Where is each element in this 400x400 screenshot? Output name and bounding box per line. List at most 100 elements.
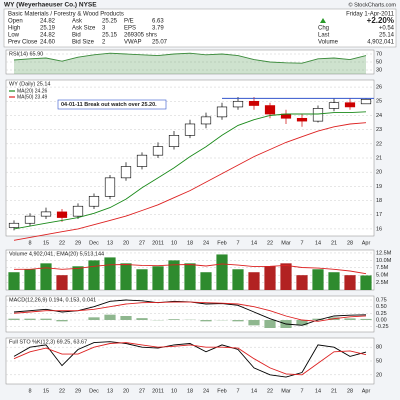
x-tick-label: 18 — [187, 388, 193, 394]
y-tick-label: 17 — [376, 212, 382, 218]
summary-label: Chg — [318, 26, 329, 32]
legend-label: MA(50) 23.49 — [17, 94, 48, 100]
y-tick-label: 0.00 — [376, 317, 387, 323]
candle-body — [296, 117, 308, 122]
x-tick-label: 29 — [75, 240, 81, 246]
x-tick-label: 14 — [315, 240, 321, 246]
candle-body — [8, 222, 20, 228]
histogram-bar — [136, 318, 148, 320]
x-tick-label: 2011 — [152, 240, 164, 246]
x-tick-label: Mar — [281, 240, 291, 246]
candle-body — [104, 177, 116, 197]
y-tick-label: 20 — [376, 170, 382, 176]
histogram-bar — [40, 318, 52, 320]
histogram-bar — [120, 316, 132, 320]
y-tick-label: -0.25 — [376, 324, 389, 330]
y-tick-label: 70 — [376, 51, 382, 57]
x-tick-label: 7 — [300, 240, 303, 246]
quote-label: 269305 shrs — [124, 33, 157, 39]
volume-bar — [312, 269, 324, 290]
y-tick-label: 22 — [376, 141, 382, 147]
y-tick-label: 19 — [376, 184, 382, 190]
quote-label: Low — [8, 33, 20, 39]
candle-body — [360, 98, 372, 105]
x-tick-label: Feb — [217, 388, 226, 394]
candle-body — [152, 146, 164, 156]
x-tick-label: 20 — [123, 240, 129, 246]
quote-label: Ask Size — [72, 26, 96, 32]
x-tick-label: 22 — [59, 388, 65, 394]
y-tick-label: 5.0M — [376, 273, 389, 279]
volume-bar — [200, 272, 212, 290]
x-tick-label: 18 — [187, 240, 193, 246]
panel-title: MACD(12,26,9) 0.194, 0.153, 0.041 — [9, 297, 96, 303]
x-tick-label: Dec — [89, 388, 99, 394]
histogram-bar — [312, 318, 324, 320]
quote-label: P/E — [124, 19, 134, 25]
histogram-bar — [264, 320, 276, 328]
x-tick-label: Mar — [281, 388, 291, 394]
quote-value: 25.25 — [102, 19, 118, 25]
quote-value: 25.19 — [40, 26, 56, 32]
x-tick-label: 7 — [300, 388, 303, 394]
volume-bar — [248, 272, 260, 290]
candle-body — [216, 106, 228, 118]
y-tick-label: 20 — [376, 372, 382, 378]
histogram-bar — [248, 320, 260, 326]
y-tick-label: 26 — [376, 85, 382, 91]
candle-body — [88, 195, 100, 207]
series-line — [13, 111, 367, 230]
panel-title: WY (Daily) 25.14 — [9, 81, 50, 87]
summary-label: Last — [318, 33, 330, 39]
x-tick-label: 15 — [43, 388, 49, 394]
candle-body — [72, 205, 84, 217]
quote-value: 25.15 — [102, 33, 118, 39]
x-tick-label: 20 — [123, 388, 129, 394]
x-tick-label: 22 — [267, 240, 273, 246]
histogram-bar — [296, 320, 308, 326]
legend-label: MA(20) 24.26 — [17, 88, 48, 94]
quote-box — [3, 8, 397, 48]
volume-bar — [104, 257, 116, 290]
quote-value: 2 — [102, 40, 106, 46]
y-tick-label: 12.5M — [376, 250, 392, 256]
y-tick-label: 80 — [376, 345, 382, 351]
candle-body — [120, 166, 132, 179]
histogram-bar — [8, 318, 20, 320]
summary-value: 25.14 — [379, 33, 395, 39]
annotation-box — [57, 99, 167, 110]
x-tick-label: Apr — [362, 240, 371, 246]
x-tick-label: 22 — [59, 240, 65, 246]
quote-value: 3 — [102, 26, 106, 32]
y-tick-label: 24 — [376, 113, 382, 119]
x-tick-label: 21 — [331, 240, 337, 246]
y-tick-label: 2.5M — [376, 280, 389, 286]
volume-bar — [152, 266, 164, 290]
volume-bar — [184, 263, 196, 290]
volume-bar — [40, 263, 52, 290]
volume-bar — [232, 269, 244, 290]
volume-bar — [280, 263, 292, 290]
quote-value: 24.82 — [40, 33, 56, 39]
y-tick-label: 18 — [376, 198, 382, 204]
candle-body — [312, 108, 324, 122]
series-line — [13, 301, 367, 322]
x-tick-label: 13 — [107, 240, 113, 246]
volume-bar — [264, 266, 276, 290]
series-line — [13, 52, 367, 64]
candle-body — [232, 100, 244, 108]
annotation: 04-01-11 Break out watch over 25.20. — [61, 102, 157, 108]
x-tick-label: 10 — [171, 388, 177, 394]
quote-label: VWAP — [124, 40, 141, 46]
histogram-bar — [56, 320, 68, 322]
panel-title: Volume 4,902,041, EMA(20) 5,513,144 — [9, 251, 104, 257]
x-tick-label: 21 — [331, 388, 337, 394]
quote-label: Prev Close — [8, 40, 38, 46]
x-tick-label: 13 — [107, 388, 113, 394]
summary-value: 4,902,041 — [367, 40, 394, 46]
quote-label: EPS — [124, 26, 136, 32]
volume-bar — [216, 254, 228, 290]
chart-title: WY (Weyerhaeuser Co.) NYSE — [4, 2, 97, 9]
candle-body — [40, 211, 52, 217]
